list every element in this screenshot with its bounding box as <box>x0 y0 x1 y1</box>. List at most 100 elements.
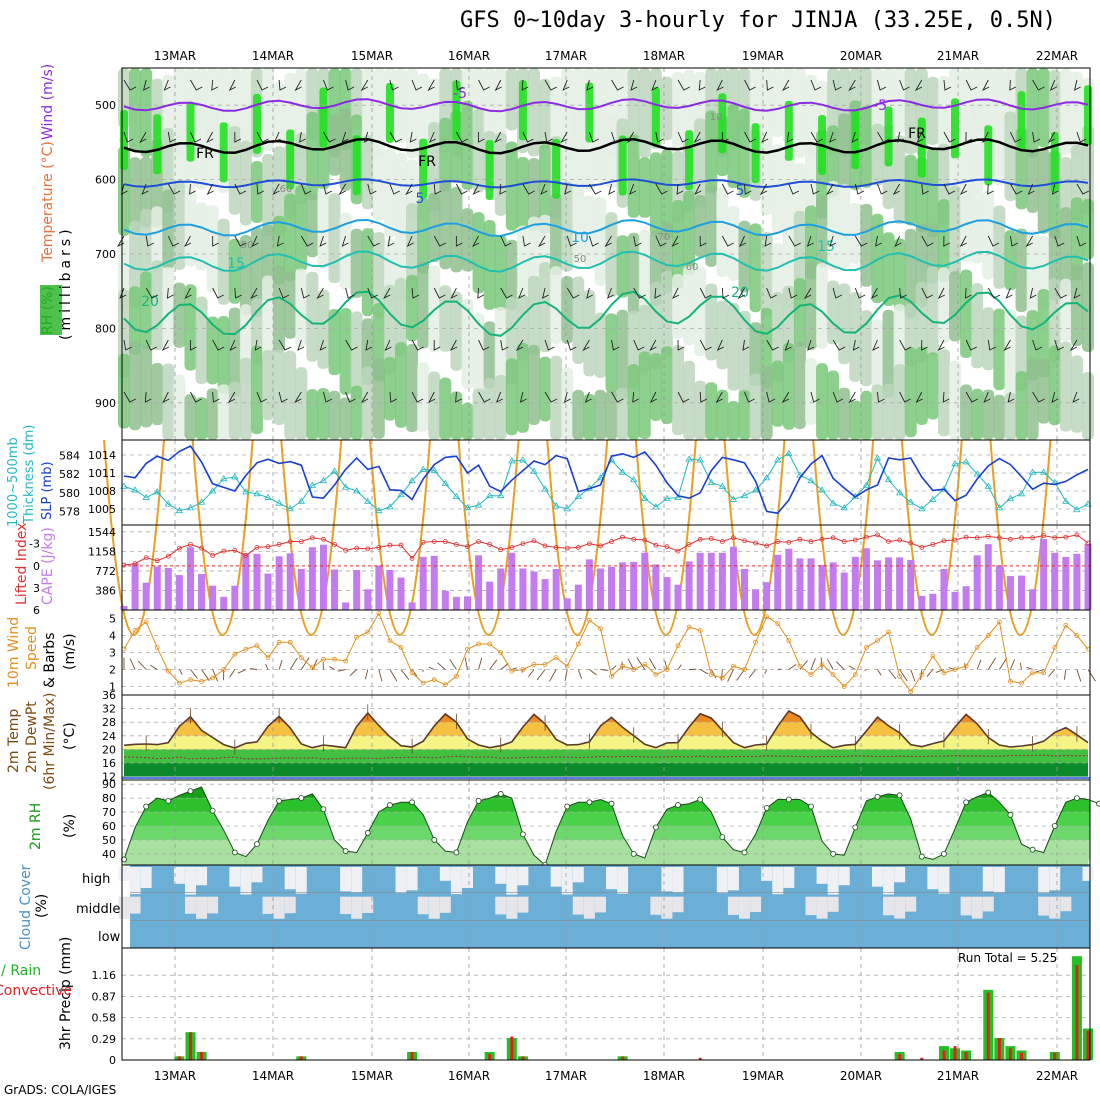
ytick-wind: 2 <box>109 664 116 677</box>
rh2m-point <box>941 850 947 857</box>
cloud-clear-high <box>140 867 152 888</box>
ytick-temp: 20 <box>102 743 116 756</box>
cloud-clear-mid <box>739 896 751 919</box>
rh-shade <box>561 276 574 344</box>
wind10-point <box>797 663 803 669</box>
rh-shade <box>760 232 773 317</box>
wind-barb <box>163 79 171 91</box>
precip-conv-bar <box>521 1056 525 1060</box>
wind-barb <box>206 131 214 144</box>
rh-shade <box>417 261 430 349</box>
rh-shade <box>450 391 463 440</box>
cape-bar <box>397 577 405 610</box>
wind-barb <box>123 131 134 143</box>
wind-barb <box>965 339 977 351</box>
ytick-precip: 0.29 <box>92 1033 117 1046</box>
wind10-barb <box>437 662 446 670</box>
wind10-barb <box>648 658 657 670</box>
li-point <box>332 542 337 547</box>
date-bottom: 19MAR <box>742 1069 784 1083</box>
li-point <box>409 556 415 561</box>
wind-barb <box>341 131 349 143</box>
thickness-point <box>973 470 981 477</box>
cape-bar <box>774 554 782 610</box>
rh-shade <box>339 212 352 290</box>
wind-barb <box>854 183 865 195</box>
thickness-point <box>895 489 904 496</box>
contour-p10 <box>123 218 1089 238</box>
wind-barb <box>411 79 423 91</box>
cloud-clear-mid <box>594 896 606 913</box>
cloud-clear-high <box>783 867 795 888</box>
rh-shade <box>262 275 275 363</box>
wind-barb <box>319 339 327 351</box>
cloud-clear-high <box>1082 867 1094 881</box>
ylabel-temp-a: 2m Temp <box>6 708 22 773</box>
rh-shade <box>1026 68 1039 158</box>
rh2m-point <box>763 804 770 811</box>
cape-bar <box>818 564 826 610</box>
wind-barb <box>544 339 555 351</box>
cape-bar <box>342 602 350 610</box>
date-bottom: 20MAR <box>840 1069 882 1083</box>
ylabel-cloud-unit: (%) <box>34 893 50 918</box>
rh-shade <box>960 269 973 359</box>
wind10-point <box>376 611 382 616</box>
wind10-point <box>753 639 758 645</box>
rh-shade <box>860 105 873 188</box>
rh-shade <box>960 384 973 440</box>
li-point <box>919 545 925 550</box>
wind-barb <box>345 391 356 403</box>
thickness-point <box>364 497 372 504</box>
rh-shade <box>129 340 142 431</box>
wind10-point <box>642 662 648 667</box>
rh2m-point <box>808 803 814 810</box>
rh-high <box>618 135 627 196</box>
contour-label: 10 <box>571 230 589 246</box>
rh-shade <box>782 285 795 363</box>
rh-legend-swatch <box>40 285 62 335</box>
wind-barb <box>894 235 902 247</box>
wind10-point <box>309 665 315 671</box>
wind-barb <box>852 339 860 351</box>
rh-shade <box>804 357 817 425</box>
rh-shade <box>417 362 430 432</box>
rh-shade <box>273 349 286 426</box>
cape-bar <box>1051 552 1059 610</box>
cape-bar <box>729 546 737 610</box>
wind-barb <box>167 235 180 247</box>
wind-barb <box>788 287 798 299</box>
rh-band <box>124 812 1090 826</box>
ylabel-rh2m-unit: (%) <box>62 813 78 838</box>
wind10-point <box>719 675 725 681</box>
li-point <box>852 537 858 543</box>
wind10-barb <box>1019 662 1022 670</box>
wind-barb <box>323 131 336 143</box>
cape-bar <box>319 544 327 610</box>
cape-bar <box>785 548 793 610</box>
date-top: 14MAR <box>252 49 294 63</box>
thickness-point <box>1062 497 1070 504</box>
cape-bar <box>430 555 438 610</box>
rh-shade <box>594 312 607 378</box>
wind10-barb <box>428 666 435 670</box>
wind-barb <box>389 183 401 195</box>
li-point <box>276 542 282 547</box>
rh-shade <box>516 225 529 314</box>
wind10-point <box>232 651 238 657</box>
rh-shade <box>982 389 995 440</box>
wind-barb <box>299 131 306 143</box>
wind-barb <box>167 183 181 195</box>
ylabel-temp-d: (°C) <box>62 722 78 750</box>
wind-barb <box>877 131 890 143</box>
cape-bar <box>619 562 627 610</box>
wind-barb <box>478 339 490 351</box>
rh-shade <box>705 382 718 440</box>
rh-shade <box>372 68 385 157</box>
rh-high <box>951 98 960 159</box>
contour-p15 <box>123 250 1089 273</box>
wind-barb <box>677 79 691 91</box>
wind10-point <box>963 663 969 669</box>
wind-barb <box>633 235 642 247</box>
wind10-barb <box>788 664 797 670</box>
